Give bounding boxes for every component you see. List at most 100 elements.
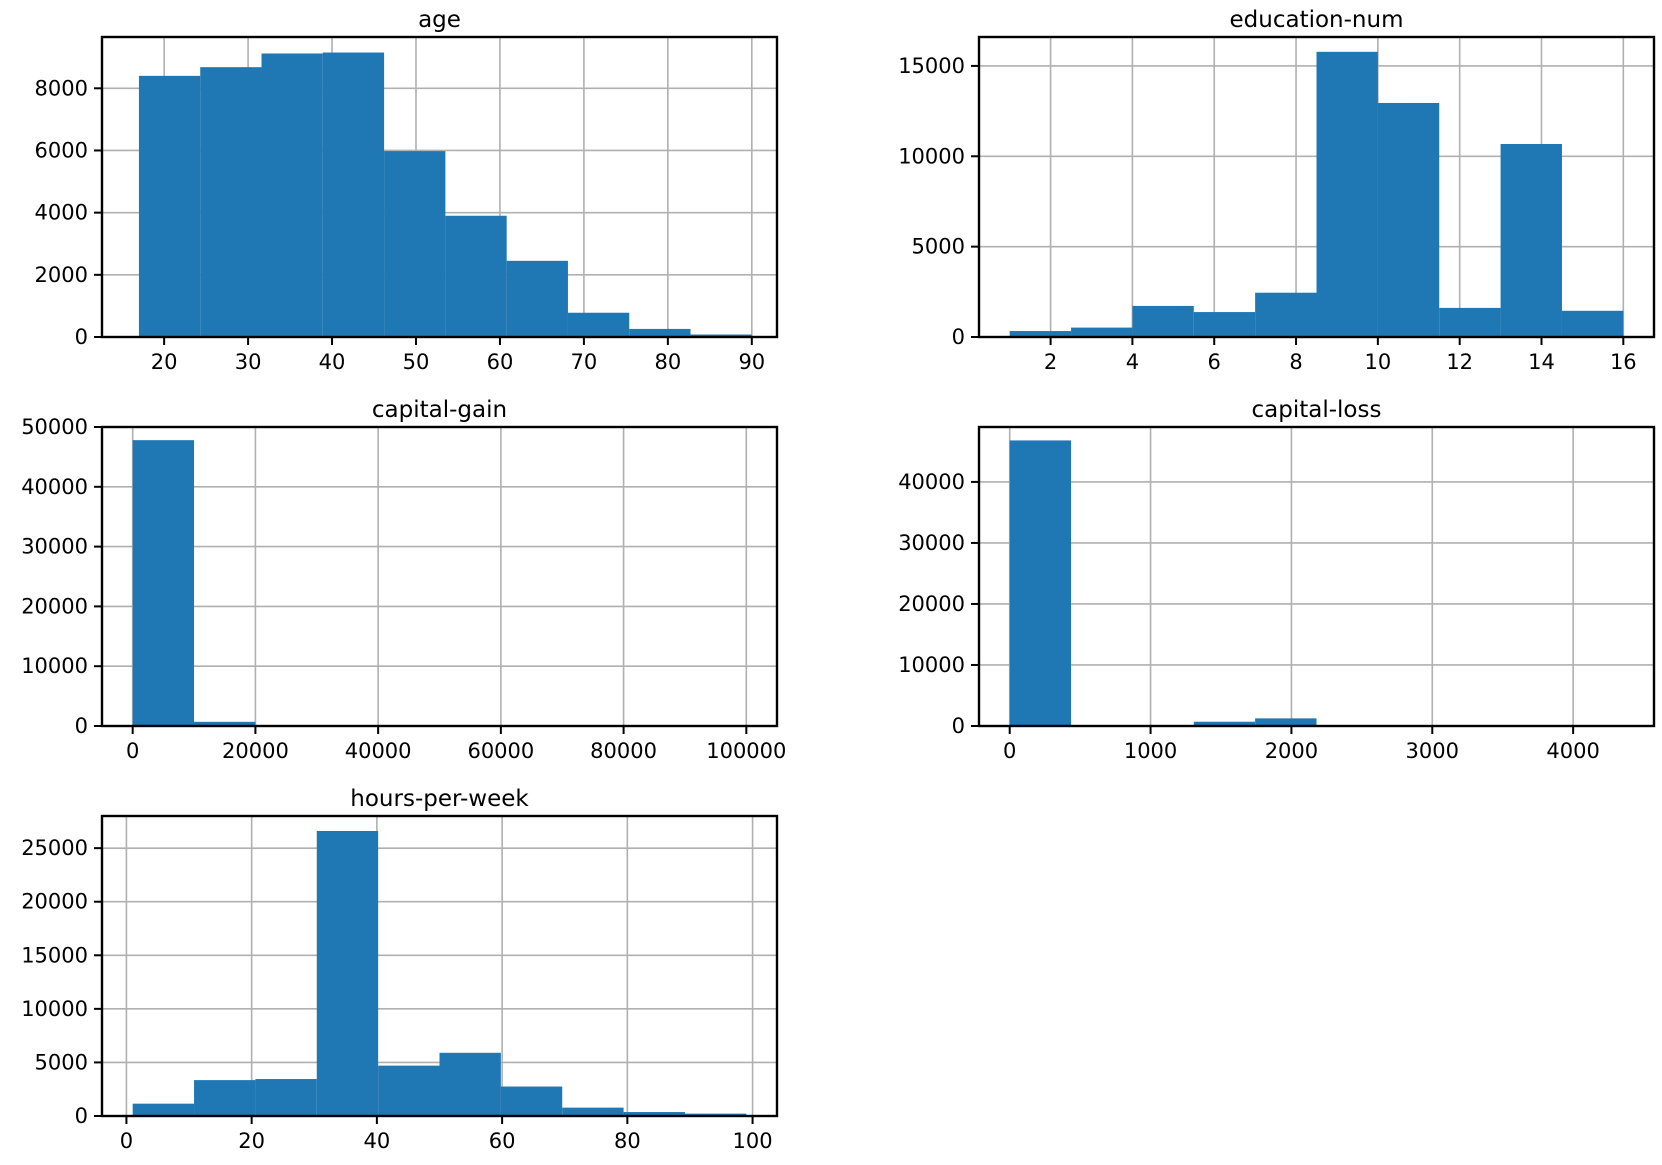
x-tick-label: 12 — [1446, 350, 1473, 374]
histogram-bar — [1316, 51, 1378, 337]
histogram-bar — [194, 1080, 256, 1116]
histogram-bar — [439, 1052, 501, 1116]
x-tick-label: 80 — [614, 1129, 641, 1153]
histogram-bar — [445, 215, 507, 337]
x-tick-label: 100000 — [706, 739, 786, 763]
y-tick-label: 10000 — [898, 653, 965, 677]
panel-title-capital-gain: capital-gain — [372, 397, 507, 423]
x-tick-label: 6 — [1208, 350, 1221, 374]
y-tick-label: 8000 — [35, 76, 88, 100]
x-tick-label: 50 — [403, 350, 430, 374]
histogram-bar — [500, 1086, 563, 1116]
y-tick-label: 40000 — [898, 470, 965, 494]
y-tick-label: 20000 — [21, 594, 88, 618]
panel-title-hours-per-week: hours-per-week — [350, 786, 529, 812]
panel-title-capital-loss: capital-loss — [1252, 397, 1382, 423]
histogram-bar — [1561, 310, 1624, 337]
x-tick-label: 0 — [120, 1129, 133, 1153]
panel-education-num: education-num 2 4 6 8 10 12 14 16 0 5000 10000 1500… — [898, 7, 1656, 374]
axes-frame — [100, 814, 779, 1118]
x-tick-label: 60 — [489, 1129, 516, 1153]
y-tick-label: 5000 — [35, 1050, 88, 1074]
plot-area-education-num — [979, 37, 1654, 337]
histogram-bar — [1255, 718, 1317, 726]
y-tick-label: 30000 — [21, 535, 88, 559]
histogram-bar — [132, 1103, 195, 1116]
x-tick-label: 3000 — [1406, 739, 1459, 763]
plot-area-capital-gain — [102, 427, 777, 726]
x-tick-label: 40000 — [345, 739, 412, 763]
panel-title-education-num: education-num — [1230, 7, 1404, 33]
panel-hours-per-week: hours-per-week 0 20 40 60 80 100 0 5000 10000 150… — [21, 786, 779, 1153]
histogram-bar — [194, 721, 256, 726]
x-tick-label: 4000 — [1546, 739, 1599, 763]
x-tick-label: 20 — [238, 1129, 265, 1153]
y-tick-label: 0 — [952, 325, 965, 349]
axes-frame — [100, 35, 779, 339]
y-tick-label: 20000 — [898, 592, 965, 616]
y-tick-label: 40000 — [21, 475, 88, 499]
histogram-bar — [1377, 102, 1440, 337]
y-tick-label: 5000 — [912, 235, 965, 259]
x-tick-label: 4 — [1126, 350, 1139, 374]
histogram-bar — [629, 328, 691, 337]
histogram-bar — [1439, 307, 1501, 337]
y-tick-label: 4000 — [35, 201, 88, 225]
x-tick-label: 1000 — [1124, 739, 1177, 763]
histogram-bar — [623, 1112, 685, 1116]
axes-frame — [100, 425, 779, 728]
y-tick-label: 25000 — [21, 836, 88, 860]
x-tick-label: 90 — [738, 350, 765, 374]
histogram-bar — [1132, 305, 1194, 337]
histogram-bar — [506, 260, 568, 337]
plot-area-capital-loss — [979, 427, 1654, 726]
y-tick-label: 15000 — [898, 54, 965, 78]
x-tick-label: 70 — [571, 350, 598, 374]
y-tick-label: 2000 — [35, 263, 88, 287]
histogram-bar — [562, 1107, 624, 1116]
y-tick-label: 15000 — [21, 943, 88, 967]
x-tick-label: 30 — [235, 350, 262, 374]
x-tick-label: 60000 — [467, 739, 534, 763]
x-tick-label: 10 — [1364, 350, 1391, 374]
histogram-bar — [1009, 331, 1072, 337]
histogram-bar — [1255, 292, 1317, 337]
x-tick-label: 2000 — [1265, 739, 1318, 763]
histogram-bar — [1071, 327, 1133, 337]
plot-area-age — [102, 37, 777, 337]
x-tick-label: 40 — [319, 350, 346, 374]
histogram-bar — [1009, 440, 1072, 726]
y-tick-label: 10000 — [21, 654, 88, 678]
histogram-bar — [322, 52, 385, 337]
x-tick-label: 80000 — [590, 739, 657, 763]
histogram-bar — [1193, 721, 1256, 726]
x-tick-label: 100 — [733, 1129, 773, 1153]
x-tick-label: 40 — [364, 1129, 391, 1153]
panel-capital-gain: capital-gain 0 20000 40000 60000 80000 100000… — [21, 397, 786, 763]
y-tick-label: 10000 — [21, 997, 88, 1021]
histogram-bar — [261, 53, 323, 337]
histogram-bar — [567, 312, 630, 337]
panel-title-age: age — [418, 7, 461, 33]
histogram-bar — [138, 75, 201, 337]
y-tick-label: 30000 — [898, 531, 965, 555]
y-tick-label: 20000 — [21, 890, 88, 914]
histogram-bar — [1500, 143, 1562, 337]
panel-capital-loss: capital-loss 0 1000 2000 3000 40000100002000… — [898, 397, 1656, 763]
panel-age: age 20 30 40 50 60 70 80 90 0 2000 4000 6000 8000 — [35, 7, 779, 374]
y-tick-label: 0 — [952, 714, 965, 738]
y-tick-label: 6000 — [35, 138, 88, 162]
x-tick-label: 0 — [1003, 739, 1016, 763]
histogram-bar — [316, 831, 379, 1116]
y-tick-label: 0 — [75, 714, 88, 738]
axes-frame — [977, 425, 1656, 728]
histogram-bar — [255, 1079, 317, 1116]
histogram-bar — [378, 1065, 440, 1116]
y-tick-label: 50000 — [21, 415, 88, 439]
histogram-bar — [690, 334, 752, 337]
x-tick-label: 14 — [1528, 350, 1555, 374]
x-tick-label: 0 — [126, 739, 139, 763]
histogram-bar — [132, 440, 195, 726]
x-tick-label: 20000 — [222, 739, 289, 763]
